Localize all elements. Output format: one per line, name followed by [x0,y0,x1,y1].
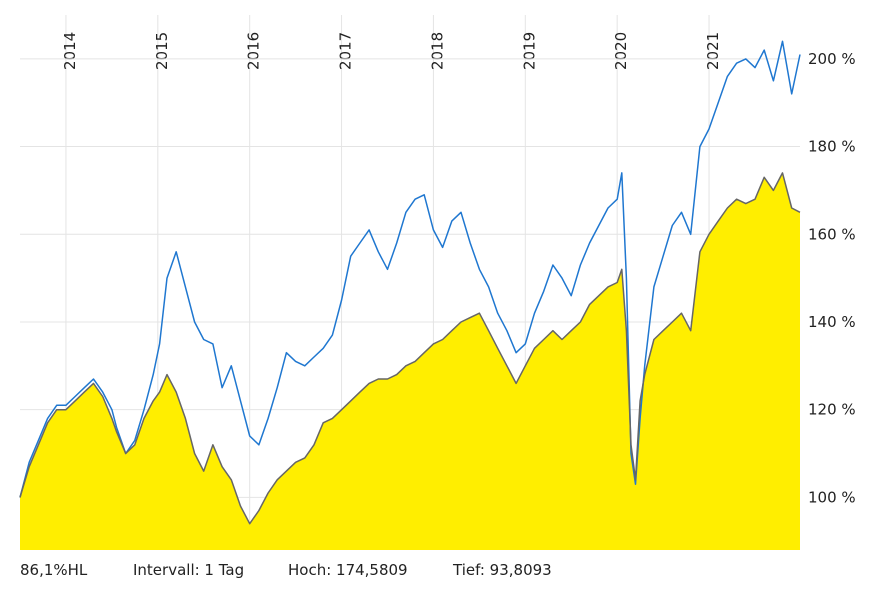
x-tick-label: 2020 [612,32,630,70]
footer-interval: Intervall: 1 Tag [133,561,245,579]
y-tick-label: 120 % [808,401,856,419]
x-tick-label: 2016 [245,32,263,70]
x-tick-label: 2015 [153,32,171,70]
series-line [19,172,801,525]
x-tick-label: 2019 [520,32,538,70]
footer-low: Tief: 93,8093 [453,561,552,579]
y-tick-label: 100 % [808,488,856,506]
x-tick-label: 2018 [428,32,446,70]
x-tick-label: 2014 [61,32,79,70]
x-tick-label: 2021 [704,32,722,70]
y-tick-label: 180 % [808,138,856,156]
series-area [20,172,800,550]
y-tick-label: 140 % [808,313,856,331]
series-line [19,40,801,498]
footer-label: 86,1%HL [20,561,88,579]
y-tick-label: 200 % [808,50,856,68]
x-tick-label: 2017 [337,32,355,70]
y-tick-label: 160 % [808,225,856,243]
footer-high: Hoch: 174,5809 [288,561,408,579]
